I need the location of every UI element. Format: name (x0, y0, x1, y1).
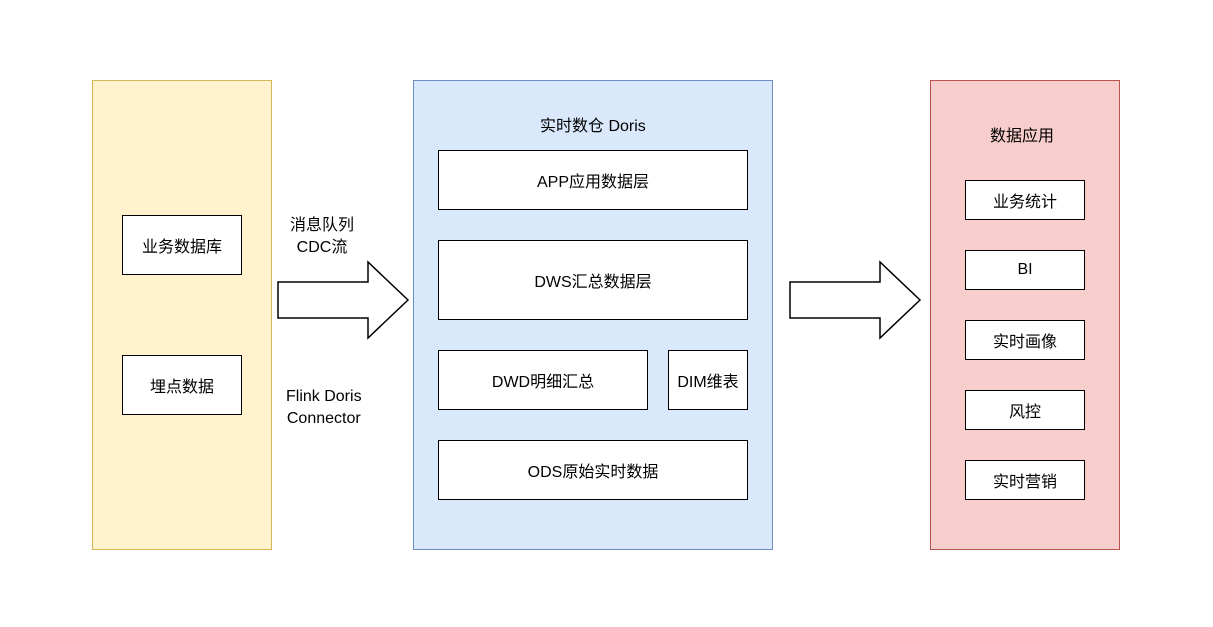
box-label: 实时营销 (993, 468, 1057, 492)
box-ods-layer: ODS原始实时数据 (438, 440, 748, 500)
box-dwd-layer: DWD明细汇总 (438, 350, 648, 410)
box-label: ODS原始实时数据 (528, 458, 659, 482)
label-line: Connector (287, 410, 361, 427)
box-app-portrait: 实时画像 (965, 320, 1085, 360)
panel-doris-title: 实时数仓 Doris (540, 112, 646, 136)
label-flink-doris-connector: Flink Doris Connector (286, 386, 362, 429)
panel-apps-title: 数据应用 (990, 122, 1054, 146)
box-app-risk: 风控 (965, 390, 1085, 430)
box-label: 风控 (1009, 398, 1041, 422)
box-label: 业务数据库 (142, 233, 222, 257)
box-app-layer: APP应用数据层 (438, 150, 748, 210)
box-app-marketing: 实时营销 (965, 460, 1085, 500)
box-label: DWD明细汇总 (492, 368, 594, 392)
box-dws-layer: DWS汇总数据层 (438, 240, 748, 320)
box-label: 实时画像 (993, 328, 1057, 352)
label-line: CDC流 (297, 239, 348, 256)
box-dim-layer: DIM维表 (668, 350, 748, 410)
label-line: 消息队列 (290, 217, 354, 234)
box-label: DWS汇总数据层 (534, 268, 651, 292)
box-label: 业务统计 (993, 188, 1057, 212)
box-label: APP应用数据层 (537, 168, 649, 192)
label-line: Flink Doris (286, 388, 362, 405)
diagram-canvas: 实时数仓 Doris 数据应用 业务数据库 埋点数据 APP应用数据层 DWS汇… (0, 0, 1213, 627)
box-label: 埋点数据 (150, 373, 214, 397)
box-label: BI (1017, 261, 1032, 279)
box-track-data: 埋点数据 (122, 355, 242, 415)
arrow-doris-to-apps (790, 262, 920, 338)
box-label: DIM维表 (677, 368, 738, 392)
label-message-queue: 消息队列 CDC流 (290, 215, 354, 258)
arrow-sources-to-doris (278, 262, 408, 338)
panel-sources (92, 80, 272, 550)
box-business-db: 业务数据库 (122, 215, 242, 275)
box-app-bi: BI (965, 250, 1085, 290)
box-app-stats: 业务统计 (965, 180, 1085, 220)
